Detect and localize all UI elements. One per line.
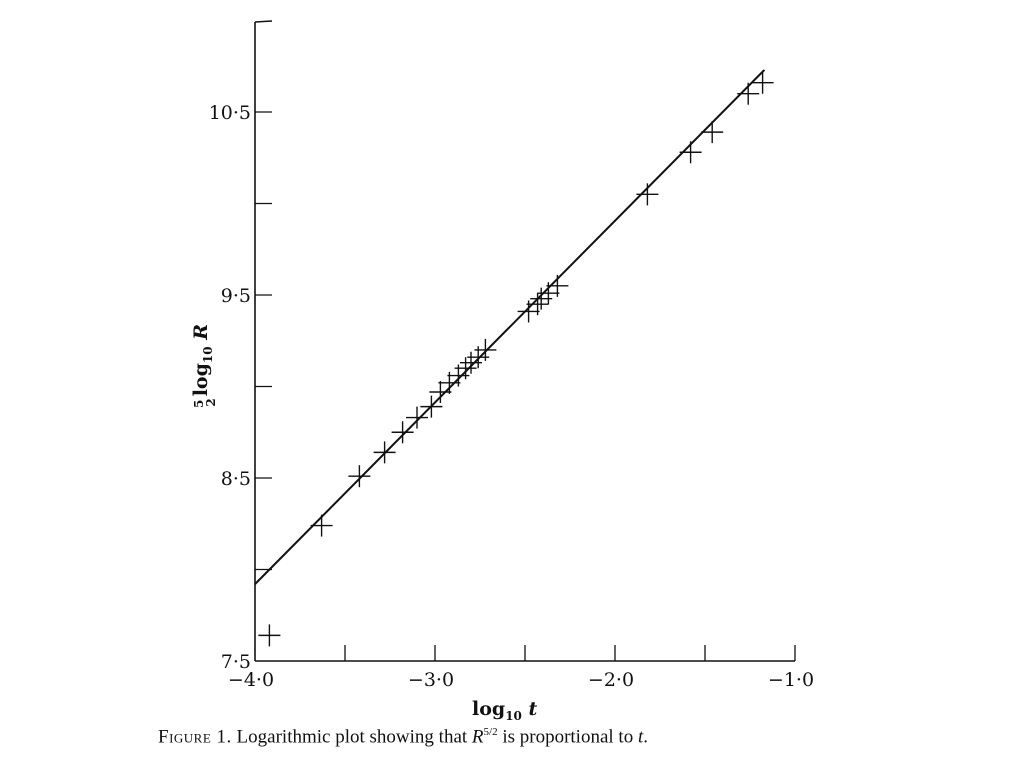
figure-caption: Figure 1. Logarithmic plot showing that … [158,726,648,748]
y-tick-label: 9·5 [221,285,251,307]
data-point-marker [310,514,333,537]
data-point-marker [546,274,569,297]
data-point-marker [420,395,443,418]
tick-labels: 7·5 8·5 9·5 10·5 −4·0 −3·0 −2·0 −1·0 [209,102,814,691]
y-tick-label: 7·5 [221,651,251,673]
data-points [258,71,774,647]
data-point-marker [391,421,414,444]
data-point-marker [737,82,760,105]
data-point-marker [636,183,659,206]
caption-text-before: Logarithmic plot showing that [236,726,472,748]
data-point-marker [701,121,724,144]
caption-symbol: R [471,726,484,748]
data-point-marker [406,406,428,429]
y-tick-label: 8·5 [221,468,251,490]
x-tick-label: −2·0 [588,669,634,691]
caption-text-after: is proportional to [497,726,638,748]
data-point-marker [258,624,281,647]
data-point-marker [679,141,702,164]
x-tick-label: −1·0 [768,669,814,691]
data-point-marker [454,357,477,380]
data-point-marker [474,338,497,361]
axis-ticks [255,111,796,661]
data-point-marker [751,71,774,94]
caption-superscript: 5/2 [483,726,498,738]
data-point-marker [526,293,549,316]
axis-titles: log10 t 52log10 R [190,324,538,723]
data-point-marker [348,465,371,488]
fit-line [254,69,766,585]
data-point-marker [429,380,452,403]
regression-line [254,69,766,585]
figure-number: Figure 1. [158,726,232,748]
caption-end: . [643,726,648,748]
y-axis-label: 52log10 R [190,324,218,408]
x-tick-label: −4·0 [228,669,274,691]
x-tick-label: −3·0 [408,669,454,691]
caption-var: t [637,726,644,748]
data-point-marker [373,441,396,464]
y-tick-label: 10·5 [209,102,251,124]
axes [254,20,795,662]
x-axis-label: log10 t [472,698,538,723]
